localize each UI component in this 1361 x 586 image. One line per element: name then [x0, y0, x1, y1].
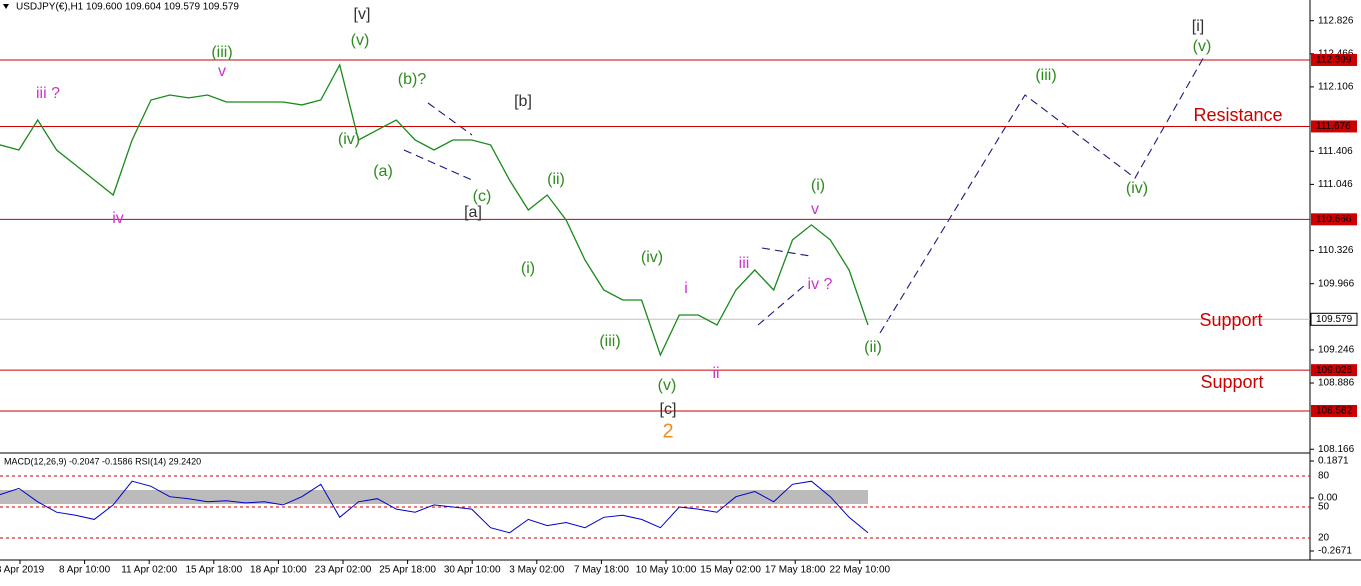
wave-label: i	[684, 280, 688, 297]
wave-label: (i)	[521, 260, 535, 277]
wave-label: [i]	[1192, 18, 1204, 35]
wave-label: (b)?	[398, 71, 427, 88]
level-label: 109.026	[1316, 365, 1353, 376]
rsi-tick-label: 20	[1318, 533, 1330, 544]
trendline	[757, 284, 806, 326]
trendline	[427, 102, 473, 136]
wave-label: Support	[1200, 372, 1263, 392]
macd-tick-label: -0.2671	[1318, 546, 1352, 557]
wave-label: [c]	[660, 401, 677, 418]
y-tick-label: 108.886	[1318, 378, 1355, 389]
wave-label: (iv)	[338, 131, 360, 148]
wave-label: iii	[739, 255, 750, 272]
y-tick-label: 109.966	[1318, 278, 1355, 289]
x-tick-label: 10 May 10:00	[636, 565, 697, 576]
y-tick-label: 108.166	[1318, 444, 1355, 455]
wave-label: [v]	[354, 6, 371, 23]
menu-triangle	[3, 4, 9, 9]
x-tick-label: 11 Apr 02:00	[121, 565, 177, 576]
macd-tick-label: 0.1871	[1318, 456, 1349, 467]
wave-label: Resistance	[1193, 105, 1282, 125]
y-tick-label: 112.826	[1318, 15, 1354, 26]
level-label-box	[1311, 404, 1357, 417]
x-tick-label: 8 Apr 10:00	[59, 565, 111, 576]
wave-label: (iii)	[211, 44, 232, 61]
x-tick-label: 22 May 10:00	[829, 565, 890, 576]
y-tick-label: 110.326	[1318, 245, 1354, 256]
wave-label: (v)	[351, 32, 370, 49]
wave-label: v	[811, 201, 819, 218]
wave-label: [b]	[514, 93, 532, 110]
wave-label: iv	[112, 210, 124, 227]
indicator-title: MACD(12,26,9) -0.2047 -0.1586 RSI(14) 29…	[4, 456, 201, 466]
x-tick-label: 17 May 18:00	[765, 565, 826, 576]
wave-label: iii ?	[36, 85, 60, 102]
wave-label: iv ?	[808, 276, 833, 293]
x-tick-label: 3 Apr 2019	[0, 565, 45, 576]
level-label-box	[1311, 53, 1357, 66]
wave-label: [a]	[464, 204, 482, 221]
wave-label: (i)	[811, 177, 825, 194]
wave-label: ii	[712, 365, 719, 382]
wave-label: (iii)	[599, 333, 620, 350]
macd-zero-band	[0, 490, 868, 504]
level-label: 108.582	[1316, 406, 1353, 417]
level-label: 111.676	[1316, 121, 1351, 132]
current-price-label: 109.579	[1316, 314, 1353, 325]
x-tick-label: 15 Apr 18:00	[185, 565, 242, 576]
wave-label: v	[218, 63, 226, 80]
y-tick-label: 111.406	[1318, 146, 1353, 157]
wave-label: Support	[1199, 310, 1262, 330]
projection	[403, 54, 1206, 334]
wave-label: (v)	[658, 377, 677, 394]
wave-label: (ii)	[864, 339, 882, 356]
wave-label: (iv)	[1126, 180, 1148, 197]
x-tick-label: 7 May 18:00	[574, 565, 629, 576]
x-tick-label: 18 Apr 10:00	[250, 565, 307, 576]
level-label-box	[1311, 364, 1357, 377]
trendline	[761, 247, 811, 257]
projection-path	[879, 54, 1206, 334]
level-label: 112.399	[1316, 55, 1352, 66]
x-tick-label: 30 Apr 10:00	[444, 565, 501, 576]
level-label-box	[1311, 213, 1357, 226]
wave-label: (c)	[473, 188, 492, 205]
wave-label: (ii)	[547, 171, 565, 188]
rsi-tick-label: 50	[1318, 502, 1330, 513]
x-tick-label: 15 May 02:00	[700, 565, 761, 576]
level-label-box	[1311, 120, 1357, 133]
rsi-line	[0, 480, 869, 534]
x-tick-label: 23 Apr 02:00	[315, 565, 372, 576]
macd-tick-label: 0.00	[1318, 493, 1338, 504]
wave-label: (a)	[373, 163, 393, 180]
y-tick-label: 109.246	[1318, 345, 1355, 356]
y-tick-label: 112.466	[1318, 48, 1354, 59]
y-tick-label: 112.106	[1318, 82, 1354, 93]
y-tick-label: 111.046	[1318, 179, 1353, 190]
x-tick-label: 25 Apr 18:00	[379, 565, 436, 576]
level-label: 110.666	[1316, 214, 1352, 225]
wave-label: (iv)	[641, 249, 663, 266]
price-line	[0, 63, 869, 357]
wave-label: (v)	[1193, 38, 1212, 55]
wave-label: 2	[662, 420, 673, 442]
current-price-box	[1310, 312, 1358, 326]
chart-title: USDJPY(€),H1 109.600 109.604 109.579 109…	[16, 2, 239, 13]
wave-label: (iii)	[1035, 67, 1056, 84]
x-tick-label: 3 May 02:00	[509, 565, 564, 576]
rsi-tick-label: 80	[1318, 471, 1330, 482]
